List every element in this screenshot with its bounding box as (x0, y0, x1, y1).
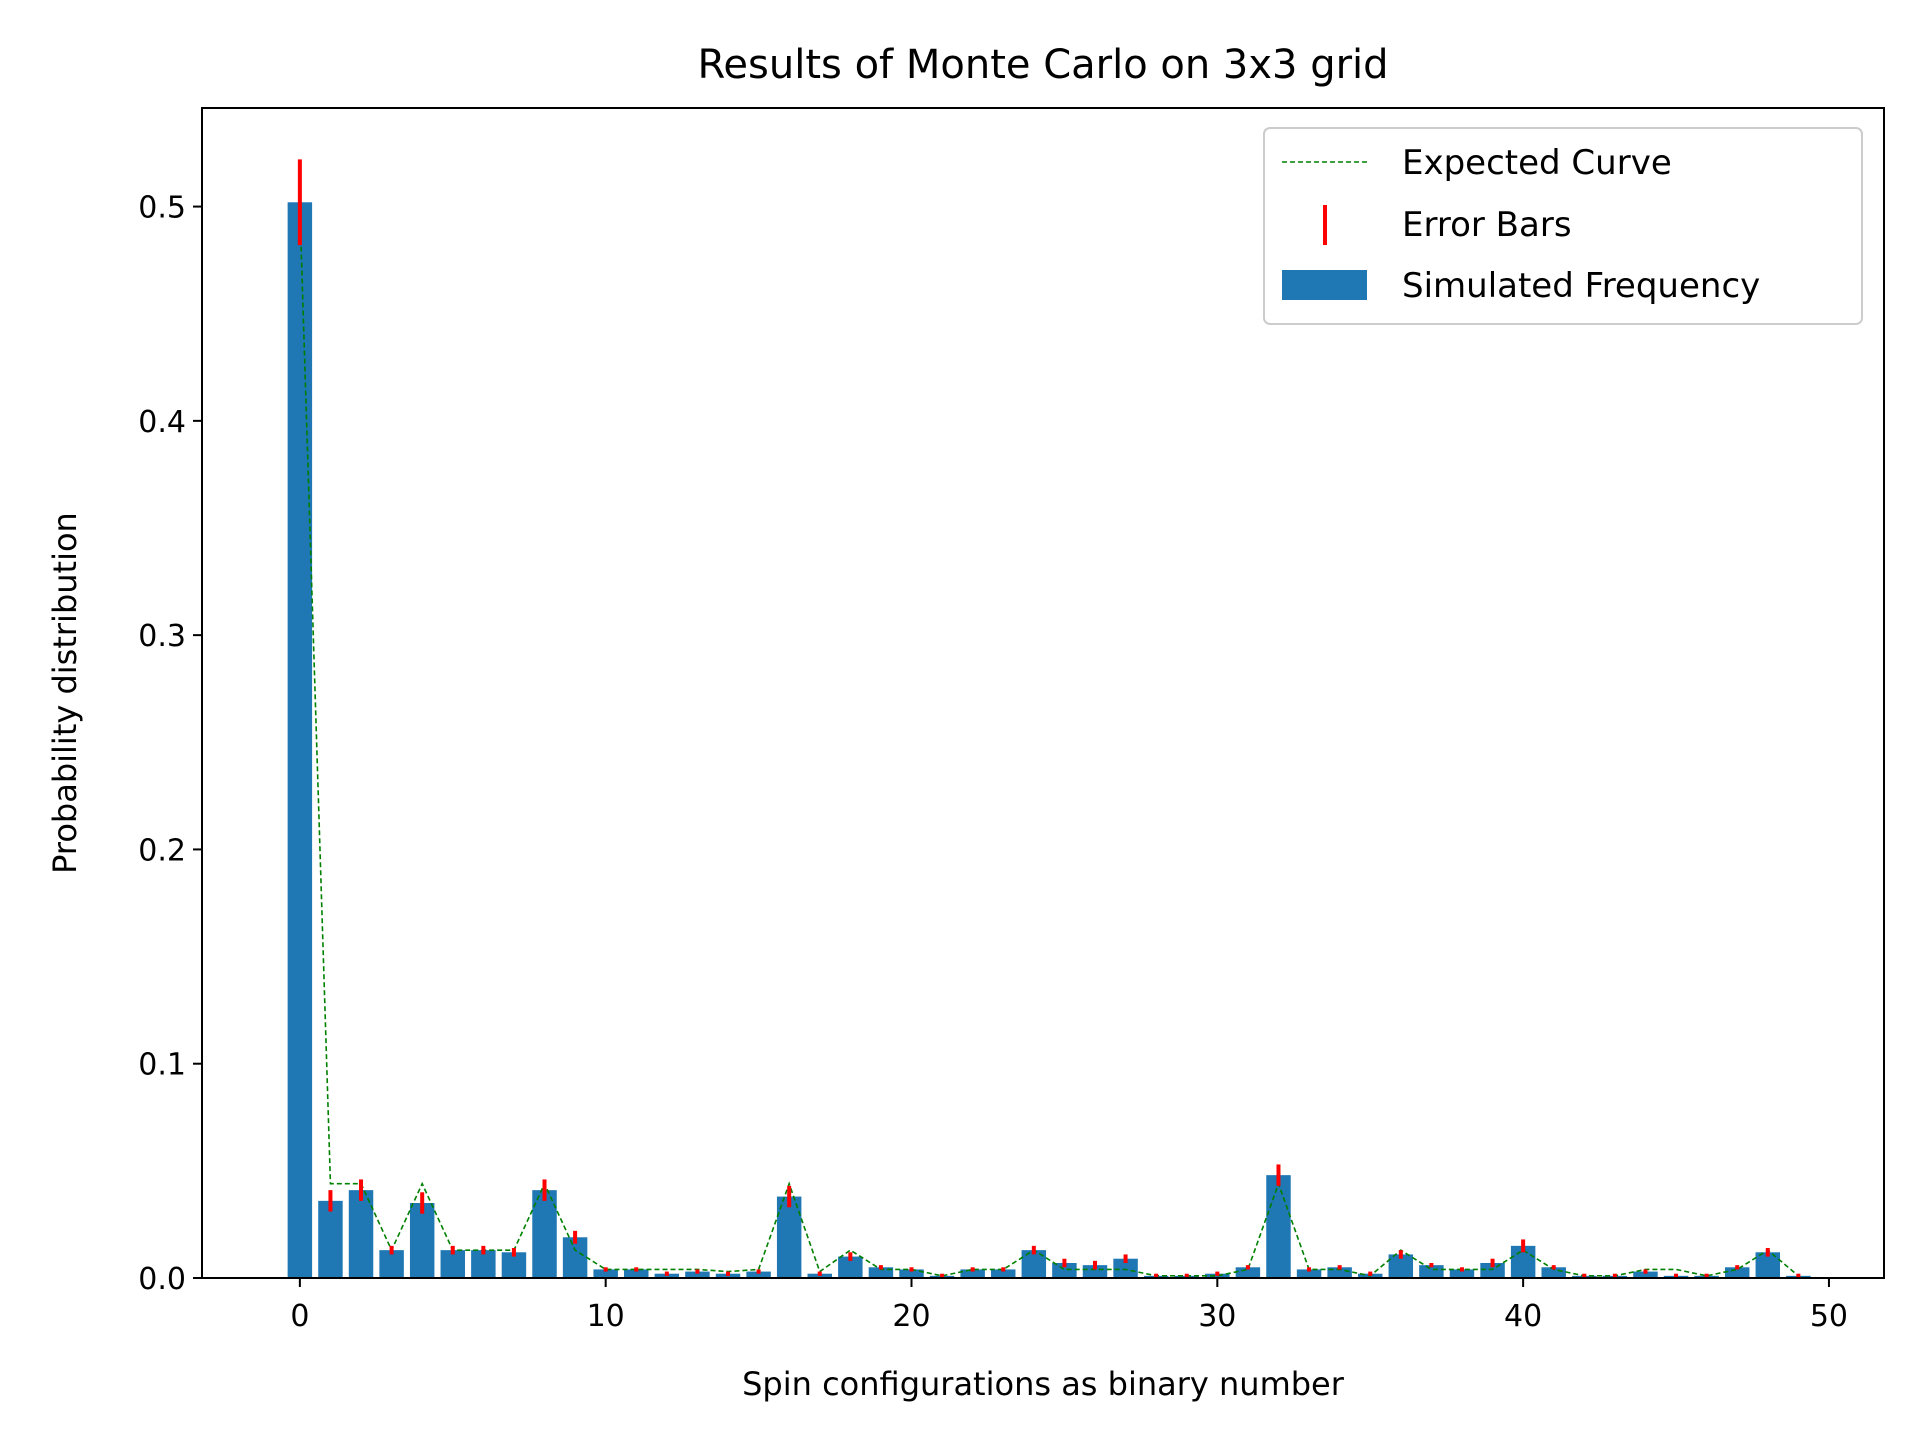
x-tick-label: 50 (1810, 1299, 1848, 1334)
y-axis-title: Probability distribution (46, 512, 84, 874)
expected-curve-line (299, 206, 1799, 1277)
bar (746, 1271, 771, 1278)
bar (624, 1269, 649, 1278)
x-tick-label: 10 (587, 1299, 625, 1334)
legend-box (1263, 127, 1863, 325)
y-tick-label: 0.4 (138, 405, 186, 440)
bar (1235, 1267, 1261, 1278)
bar (838, 1256, 863, 1278)
bar (1724, 1267, 1750, 1278)
x-tick-label: 20 (892, 1299, 930, 1334)
bar (379, 1250, 404, 1278)
bar (287, 202, 313, 1278)
bar (776, 1196, 802, 1278)
bar (1082, 1265, 1108, 1278)
chart-title: Results of Monte Carlo on 3x3 grid (697, 42, 1388, 88)
bar (685, 1271, 710, 1278)
x-axis-ticks: 0 10 20 30 40 50 (290, 1278, 1848, 1334)
legend-expected-curve-label: Expected Curve (1402, 143, 1672, 183)
x-axis-title: Spin configurations as binary number (742, 1365, 1345, 1403)
bar (899, 1269, 924, 1278)
bar (1296, 1269, 1322, 1278)
bar (1052, 1263, 1077, 1278)
bar (1419, 1265, 1444, 1278)
bar (562, 1237, 588, 1278)
bar (471, 1250, 496, 1278)
bar (440, 1250, 466, 1278)
bars-layer (287, 202, 1811, 1278)
bar (409, 1203, 435, 1278)
bar (1388, 1254, 1414, 1278)
x-tick-label: 0 (290, 1299, 309, 1334)
bar (501, 1252, 527, 1278)
bar (1480, 1263, 1505, 1278)
y-tick-label: 0.3 (138, 619, 186, 654)
bar (348, 1190, 374, 1278)
y-tick-label: 0.1 (138, 1048, 186, 1083)
bar (868, 1267, 894, 1278)
y-tick-label: 0.5 (138, 191, 186, 226)
legend-simulated-frequency-swatch (1282, 270, 1367, 300)
bar (593, 1269, 618, 1278)
plot-frame (201, 107, 1885, 1279)
y-axis-ticks: 0.0 0.1 0.2 0.3 0.4 0.5 (138, 191, 202, 1297)
bar (318, 1200, 343, 1278)
bar (991, 1269, 1016, 1278)
x-tick-label: 40 (1504, 1299, 1542, 1334)
bar (1541, 1267, 1566, 1278)
bar (1633, 1271, 1658, 1278)
error-bars-layer (297, 159, 1801, 1278)
expected-curve-layer (299, 206, 1799, 1277)
y-tick-label: 0.0 (138, 1262, 186, 1297)
legend-error-bars-label: Error Bars (1402, 205, 1572, 245)
bar (1266, 1175, 1291, 1278)
legend-simulated-frequency-label: Simulated Frequency (1402, 266, 1760, 306)
bar (1113, 1258, 1138, 1278)
bar (532, 1190, 557, 1278)
y-tick-label: 0.2 (138, 833, 186, 868)
bar (960, 1269, 985, 1278)
legend: Expected Curve Error Bars Simulated Freq… (1263, 127, 1863, 325)
bar (1449, 1269, 1475, 1278)
bar (1327, 1267, 1352, 1278)
x-tick-label: 30 (1198, 1299, 1236, 1334)
